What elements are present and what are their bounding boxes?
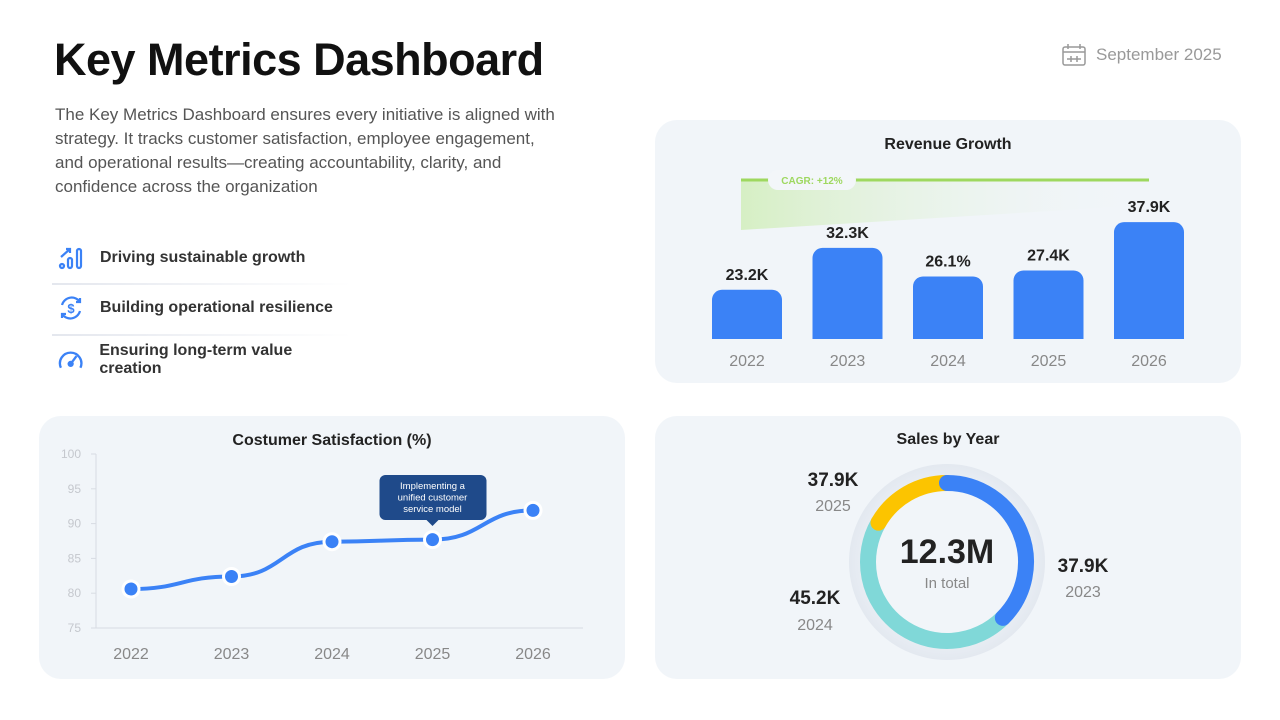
data-point <box>423 530 442 550</box>
revenue-bar <box>1114 222 1184 339</box>
growth-chart-icon <box>58 247 83 270</box>
donut-total: 12.3M <box>900 533 995 571</box>
revenue-bar <box>1013 270 1084 339</box>
revenue-bar <box>812 247 883 339</box>
data-point <box>322 532 342 552</box>
donut-hole <box>875 490 1019 634</box>
revenue-bar-group: 27.4K 2025 <box>1013 247 1084 370</box>
y-tick-label: 80 <box>68 586 82 600</box>
feature-growth: Driving sustainable growth <box>52 233 352 283</box>
revenue-growth-card: Revenue Growth CAGR: +12% 23.2K 2022 32.3K… <box>655 120 1241 383</box>
x-tick-label: 2026 <box>1131 353 1167 370</box>
feature-label: Building operational resilience <box>100 299 333 316</box>
x-tick-label: 2026 <box>515 646 551 663</box>
segment-value-2024: 45.2K <box>790 588 841 609</box>
speedometer-icon <box>58 351 83 369</box>
bar-value-label: 26.1% <box>925 253 970 270</box>
chart-title: Sales by Year <box>896 431 1000 448</box>
satisfaction-card: Costumer Satisfaction (%) 75 80 85 90 95 100 2… <box>39 416 625 679</box>
bar-value-label: 37.9K <box>1128 199 1171 216</box>
feature-label: Driving sustainable growth <box>100 249 306 266</box>
sales-by-year-card: Sales by Year 12.3M In total 37.9K 2023 … <box>655 416 1241 679</box>
x-tick-label: 2024 <box>314 646 350 663</box>
x-tick-label: 2023 <box>830 353 866 370</box>
revenue-bar-chart: CAGR: +12% 23.2K 2022 32.3K 2023 26.1% 2024 27… <box>712 170 1184 370</box>
chart-title: Revenue Growth <box>884 136 1012 153</box>
x-tick-label: 2025 <box>1031 353 1067 370</box>
x-tick-label: 2025 <box>415 646 451 663</box>
segment-value-2023: 37.9K <box>1058 556 1109 577</box>
segment-label-2024: 2024 <box>797 617 833 634</box>
chart-title: Costumer Satisfaction (%) <box>232 432 432 449</box>
x-tick-label: 2022 <box>113 646 149 663</box>
segment-value-2025: 37.9K <box>808 470 859 491</box>
y-tick-label: 100 <box>61 447 81 461</box>
data-point <box>523 500 543 520</box>
revenue-bar-group: 23.2K 2022 <box>712 267 782 370</box>
cagr-badge <box>768 170 856 190</box>
donut-segment-2024 <box>860 514 1011 649</box>
revenue-bar-group: 26.1% 2024 <box>913 253 983 370</box>
satisfaction-line-chart: 75 80 85 90 95 100 2022 2023 2024 2025 2026 Impleme… <box>61 447 583 663</box>
divider <box>52 334 352 336</box>
data-point <box>222 566 241 586</box>
revenue-bar-group: 32.3K 2023 <box>812 225 883 370</box>
x-tick-label: 2024 <box>930 353 966 370</box>
calendar-icon <box>1062 44 1086 66</box>
cagr-label: CAGR: +12% <box>781 176 843 187</box>
feature-value: Ensuring long-term value creation <box>52 335 352 385</box>
segment-label-2025: 2025 <box>815 498 851 515</box>
svg-text:$: $ <box>67 301 75 316</box>
bar-value-label: 23.2K <box>726 267 769 284</box>
revenue-bar <box>712 289 782 339</box>
bar-value-label: 32.3K <box>826 225 869 242</box>
y-tick-label: 90 <box>68 517 82 531</box>
cagr-trend-area <box>741 180 1149 230</box>
revenue-bar-group: 37.9K 2026 <box>1114 199 1184 370</box>
divider <box>52 283 352 285</box>
data-point <box>121 579 141 599</box>
revenue-bar <box>913 276 983 339</box>
donut-segment-2023 <box>939 475 1034 626</box>
date-text: September 2025 <box>1096 45 1222 64</box>
dollar-cycle-icon: $ <box>60 296 82 320</box>
tooltip-text: Implementing a <box>400 481 466 492</box>
y-tick-label: 95 <box>68 482 82 496</box>
page-title: Key Metrics Dashboard <box>54 34 544 85</box>
feature-resilience: $ Building operational resilience <box>52 283 352 333</box>
tooltip-box <box>379 475 487 520</box>
tooltip-text: unified customer <box>398 493 468 504</box>
y-tick-label: 75 <box>68 621 82 635</box>
segment-label-2023: 2023 <box>1065 584 1101 601</box>
date-display: September 2025 <box>1062 44 1222 66</box>
x-tick-label: 2023 <box>214 646 250 663</box>
sales-donut-chart: 12.3M In total 37.9K 2023 45.2K 2024 37.… <box>790 464 1109 660</box>
y-tick-label: 85 <box>68 551 82 565</box>
bar-value-label: 27.4K <box>1027 247 1070 264</box>
donut-segment-2025 <box>870 475 955 531</box>
feature-label: Ensuring long-term value creation <box>99 342 293 377</box>
tooltip-text: service model <box>403 504 462 515</box>
donut-total-label: In total <box>924 575 969 592</box>
tooltip-pointer <box>426 520 439 526</box>
page-description: The Key Metrics Dashboard ensures every … <box>55 105 555 196</box>
x-tick-label: 2022 <box>729 353 765 370</box>
